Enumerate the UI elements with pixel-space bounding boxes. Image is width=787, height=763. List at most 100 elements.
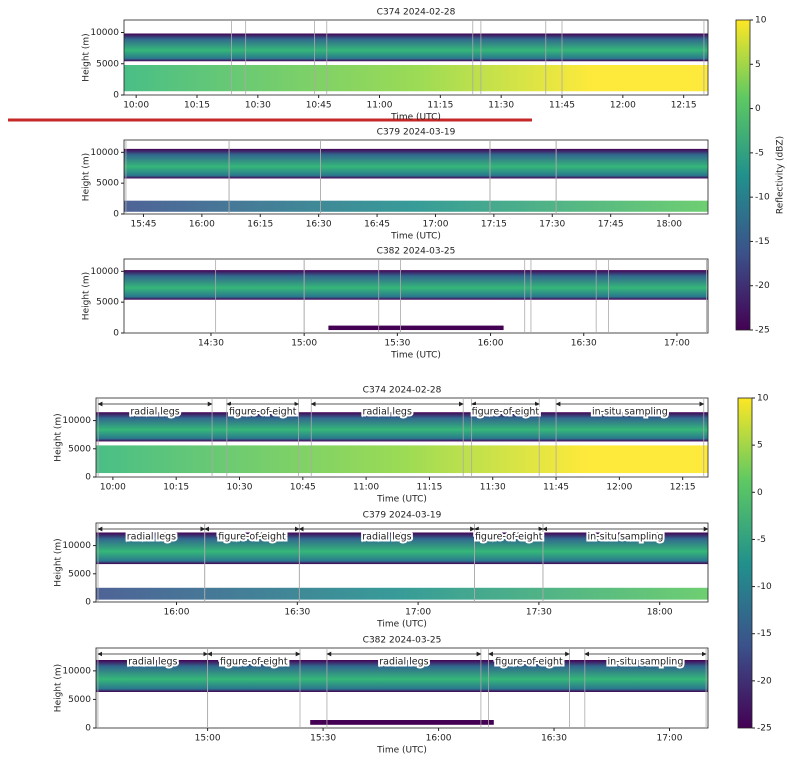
x-axis-label: Time (UTC) <box>390 351 441 361</box>
x-tick-label: 12:00 <box>610 101 636 111</box>
x-tick-label: 12:15 <box>670 483 696 493</box>
colorbar <box>735 19 751 331</box>
x-tick-label: 11:15 <box>427 101 453 111</box>
x-tick-label: 15:30 <box>384 339 410 349</box>
x-tick-label: 11:45 <box>549 101 575 111</box>
colorbar-tick-label: 5 <box>757 441 763 451</box>
colorbar-tick-label: -15 <box>755 237 770 247</box>
y-tick-label: 5000 <box>96 298 119 308</box>
segment-label: radial legs <box>128 657 177 668</box>
y-tick-label: 5000 <box>68 695 91 705</box>
y-tick-label: 10000 <box>90 148 119 158</box>
low-echo <box>96 587 708 600</box>
segment-label: radial legs <box>127 532 176 543</box>
panel-title: C382 2024-03-25 <box>377 247 456 257</box>
panel-title: C374 2024-02-28 <box>377 8 456 18</box>
x-axis-label: Time (UTC) <box>390 113 441 123</box>
y-tick-label: 10000 <box>90 267 119 277</box>
segment-label: radial legs <box>363 407 412 418</box>
x-tick-label: 16:30 <box>541 734 567 744</box>
x-tick-label: 16:30 <box>306 220 332 230</box>
segment-label: figure-of-eight <box>229 407 297 418</box>
y-tick-label: 10000 <box>62 666 91 676</box>
y-tick-label: 0 <box>113 210 119 220</box>
x-axis-label: Time (UTC) <box>376 620 427 630</box>
x-tick-label: 18:00 <box>647 608 673 618</box>
colorbar-tick-label: 10 <box>757 394 769 404</box>
y-axis-label: Height (m) <box>54 538 64 586</box>
x-tick-label: 17:15 <box>481 220 507 230</box>
colorbar-tick-label: -20 <box>755 281 770 291</box>
x-tick-label: 10:30 <box>227 483 253 493</box>
cloud-echo <box>124 270 708 300</box>
sparse-echo <box>328 325 504 331</box>
y-axis-label: Height (m) <box>82 153 92 201</box>
panel: 0 5000 10000 10:00 10:15 10:30 10:45 11:00 11:15… <box>82 8 709 123</box>
colorbar-tick-label: 5 <box>755 60 761 70</box>
y-tick-label: 5000 <box>68 444 91 454</box>
x-tick-label: 16:00 <box>426 734 452 744</box>
segment-label: figure-of-eight <box>218 532 286 543</box>
colorbar-tick-label: -15 <box>757 629 772 639</box>
colorbar-tick-label: -25 <box>755 326 770 336</box>
x-tick-label: 16:00 <box>189 220 215 230</box>
panel: radial legs figure-of-eight radial legs fig… <box>54 636 709 756</box>
colorbar-label: Reflectivity (dBZ) <box>776 136 786 214</box>
x-tick-label: 11:00 <box>353 483 379 493</box>
segment-label: figure-of-eight <box>220 657 288 668</box>
y-tick-label: 5000 <box>68 569 91 579</box>
cloud-echo <box>96 532 708 565</box>
x-tick-label: 16:00 <box>478 339 504 349</box>
y-tick-label: 5000 <box>96 179 119 189</box>
x-tick-label: 15:45 <box>130 220 156 230</box>
axes-frame <box>95 522 709 603</box>
y-tick-label: 0 <box>85 724 91 734</box>
y-tick-label: 10000 <box>62 541 91 551</box>
x-tick-label: 11:00 <box>367 101 393 111</box>
x-tick-label: 10:15 <box>163 483 189 493</box>
colorbar-tick-label: -10 <box>755 193 770 203</box>
x-tick-label: 15:00 <box>291 339 317 349</box>
x-tick-label: 16:00 <box>164 608 190 618</box>
colorbar-tick-label: 0 <box>755 104 761 114</box>
colorbar-tick-label: -5 <box>757 535 766 545</box>
axes-frame <box>123 258 709 334</box>
x-tick-label: 10:30 <box>245 101 271 111</box>
cloud-echo <box>124 148 708 179</box>
x-tick-label: 15:00 <box>195 734 221 744</box>
cloud-echo <box>96 412 708 442</box>
axes-frame <box>95 397 709 478</box>
x-tick-label: 15:30 <box>310 734 336 744</box>
x-tick-label: 11:30 <box>480 483 506 493</box>
panel: 0 5000 10000 14:30 15:00 15:30 16:00 16:30 17:00… <box>82 247 709 361</box>
colorbar <box>737 397 753 729</box>
x-tick-label: 10:15 <box>184 101 210 111</box>
y-axis-label: Height (m) <box>54 664 64 712</box>
x-tick-label: 17:30 <box>539 220 565 230</box>
y-axis-label: Height (m) <box>82 33 92 81</box>
panel-title: C379 2024-03-19 <box>363 511 442 521</box>
colorbar-tick-label: -5 <box>755 148 764 158</box>
x-tick-label: 17:00 <box>664 339 690 349</box>
y-tick-label: 0 <box>113 91 119 101</box>
x-tick-label: 10:00 <box>100 483 126 493</box>
x-tick-label: 17:00 <box>657 734 683 744</box>
segment-label: radial legs <box>362 532 411 543</box>
x-tick-label: 10:45 <box>306 101 332 111</box>
y-tick-label: 10000 <box>62 416 91 426</box>
y-tick-label: 0 <box>85 598 91 608</box>
panel-title: C382 2024-03-25 <box>363 636 442 646</box>
x-tick-label: 11:45 <box>543 483 569 493</box>
segment-label: figure-of-eight <box>495 657 563 668</box>
panel-title: C374 2024-02-28 <box>363 386 442 396</box>
x-tick-label: 17:00 <box>405 608 431 618</box>
colorbar-tick-label: -20 <box>757 676 772 686</box>
panel: radial legs figure-of-eight radial legs fig… <box>54 386 709 505</box>
segment-label: radial legs <box>379 657 428 668</box>
x-tick-label: 14:30 <box>198 339 224 349</box>
axes-frame <box>95 647 709 729</box>
segment-label: in-situ sampling <box>608 657 684 668</box>
low-echo <box>96 445 708 474</box>
